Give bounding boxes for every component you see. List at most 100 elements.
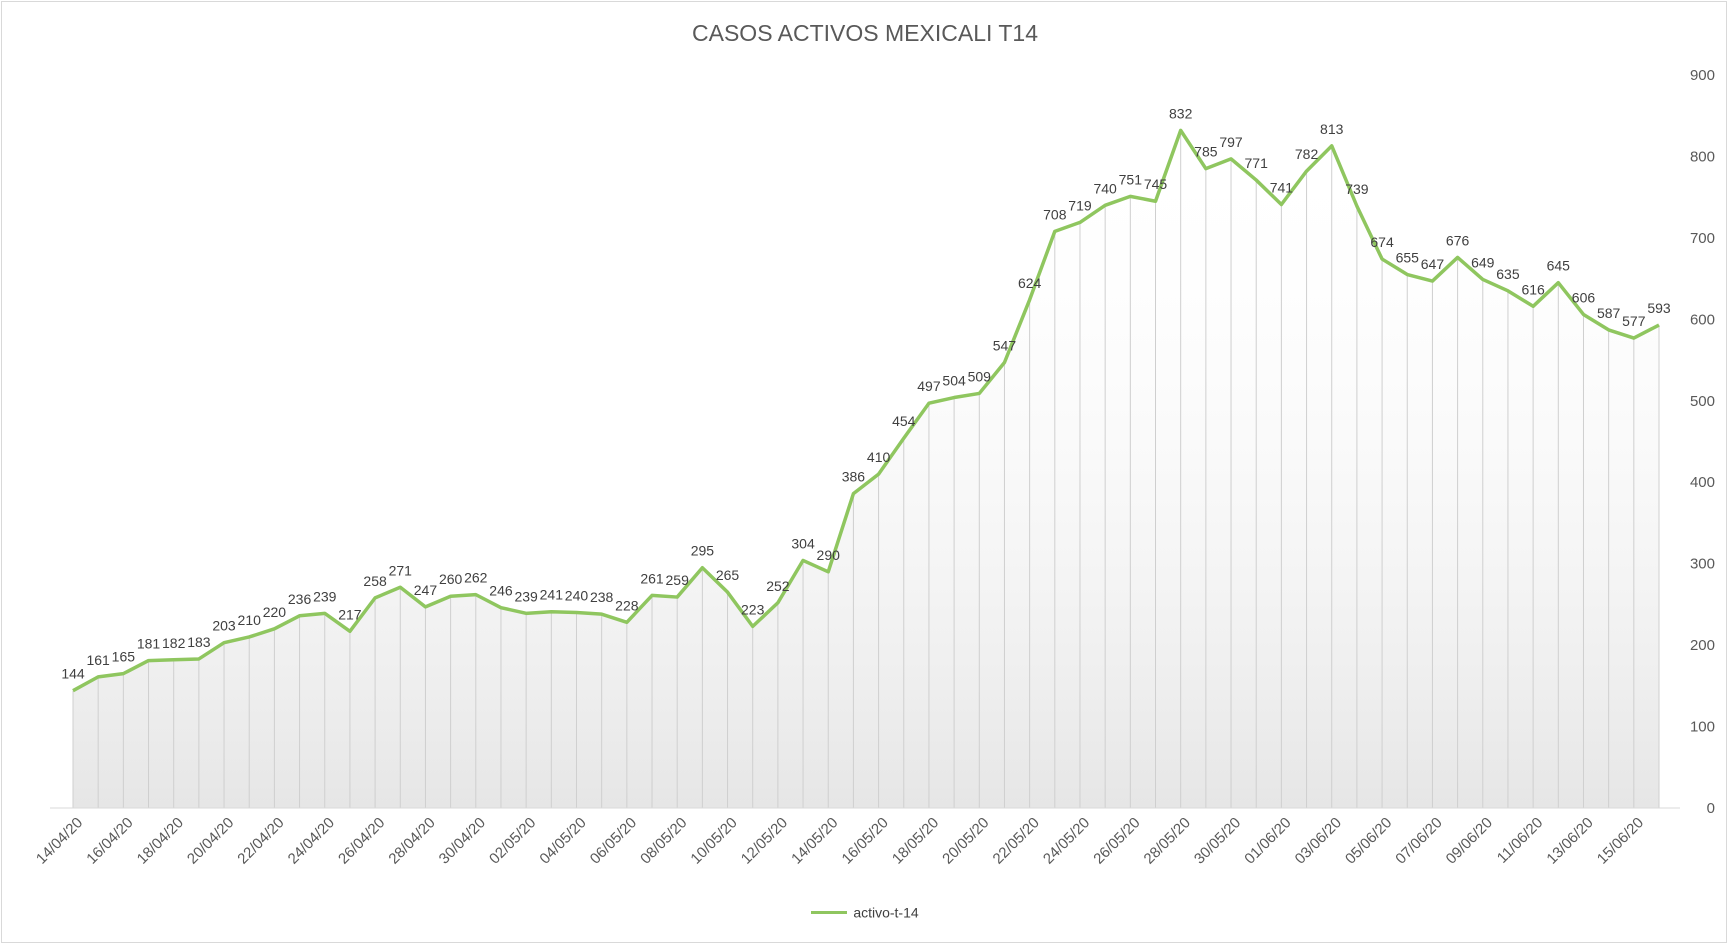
data-label: 739: [1345, 181, 1369, 197]
data-label: 635: [1496, 266, 1520, 282]
data-label: 832: [1169, 105, 1193, 121]
data-label: 616: [1521, 281, 1545, 297]
x-tick-label: 24/04/20: [285, 814, 338, 867]
y-tick-label: 900: [1690, 67, 1715, 84]
x-tick-label: 05/06/20: [1342, 814, 1395, 867]
chart-title: CASOS ACTIVOS MEXICALI T14: [692, 20, 1038, 46]
data-label: 236: [288, 591, 312, 607]
data-label: 647: [1421, 256, 1445, 272]
data-label: 238: [590, 589, 614, 605]
x-tick-label: 09/06/20: [1443, 814, 1496, 867]
x-tick-label: 20/04/20: [184, 814, 237, 867]
x-tick-label: 12/05/20: [738, 814, 791, 867]
data-label: 645: [1547, 258, 1571, 274]
y-tick-label: 700: [1690, 230, 1715, 247]
data-label: 241: [540, 587, 564, 603]
x-tick-label: 06/05/20: [587, 814, 640, 867]
data-label: 262: [464, 570, 488, 586]
data-label: 741: [1270, 180, 1294, 196]
data-label: 181: [137, 636, 161, 652]
data-label: 290: [817, 547, 841, 563]
series-line-activo-t-14: [72, 128, 1660, 693]
data-label: 239: [514, 588, 538, 604]
data-label: 165: [112, 649, 136, 665]
x-tick-label: 20/05/20: [939, 814, 992, 867]
x-tick-label: 22/04/20: [234, 814, 287, 867]
data-label: 547: [993, 338, 1017, 354]
data-label: 183: [187, 634, 211, 650]
x-tick-label: 28/05/20: [1141, 814, 1194, 867]
x-tick-label: 18/05/20: [889, 814, 942, 867]
y-tick-label: 800: [1690, 148, 1715, 165]
data-label: 676: [1446, 232, 1470, 248]
data-label: 261: [640, 570, 664, 586]
x-tick-label: 04/05/20: [536, 814, 589, 867]
data-label: 454: [892, 413, 916, 429]
data-label: 771: [1245, 155, 1269, 171]
data-label: 587: [1597, 305, 1621, 321]
data-label: 785: [1194, 144, 1218, 160]
data-label: 813: [1320, 121, 1344, 137]
data-label: 265: [716, 567, 740, 583]
data-label: 271: [389, 562, 413, 578]
x-tick-label: 01/06/20: [1241, 814, 1294, 867]
data-label: 593: [1647, 300, 1671, 316]
data-label: 258: [363, 573, 387, 589]
data-label: 708: [1043, 206, 1067, 222]
y-tick-label: 200: [1690, 637, 1715, 654]
y-tick-label: 500: [1690, 393, 1715, 410]
area-fill: [73, 130, 1659, 808]
data-label: 217: [338, 606, 362, 622]
data-label: 624: [1018, 275, 1042, 291]
x-tick-label: 02/05/20: [486, 814, 539, 867]
data-label: 246: [489, 583, 513, 599]
x-tick-label: 08/05/20: [637, 814, 690, 867]
y-tick-label: 0: [1707, 800, 1715, 817]
x-tick-label: 14/05/20: [788, 814, 841, 867]
data-label: 751: [1119, 171, 1143, 187]
x-tick-label: 07/06/20: [1392, 814, 1445, 867]
data-label: 577: [1622, 313, 1646, 329]
legend-label: activo-t-14: [853, 904, 919, 921]
data-label: 509: [968, 368, 992, 384]
data-label: 304: [791, 535, 815, 551]
x-tick-label: 13/06/20: [1543, 814, 1596, 867]
data-label: 210: [238, 612, 262, 628]
x-tick-label: 16/05/20: [839, 814, 892, 867]
x-tick-label: 26/05/20: [1090, 814, 1143, 867]
data-label: 223: [741, 601, 765, 617]
x-tick-label: 10/05/20: [687, 814, 740, 867]
data-label: 203: [212, 618, 236, 634]
data-label: 144: [61, 666, 85, 682]
y-tick-label: 300: [1690, 556, 1715, 573]
data-label: 740: [1093, 180, 1117, 196]
legend-swatch: [811, 910, 848, 914]
data-label: 745: [1144, 176, 1168, 192]
data-label: 161: [86, 652, 110, 668]
x-tick-label: 26/04/20: [335, 814, 388, 867]
x-tick-label: 30/04/20: [436, 814, 489, 867]
data-label: 649: [1471, 254, 1495, 270]
data-label: 182: [162, 635, 186, 651]
data-label: 252: [766, 578, 790, 594]
data-label: 674: [1370, 234, 1394, 250]
x-tick-label: 15/06/20: [1594, 814, 1647, 867]
x-tick-label: 28/04/20: [385, 814, 438, 867]
y-tick-label: 400: [1690, 474, 1715, 491]
x-tick-label: 14/04/20: [33, 814, 86, 867]
data-label: 497: [917, 378, 941, 394]
data-label: 606: [1572, 289, 1596, 305]
data-label: 260: [439, 571, 463, 587]
data-label: 504: [942, 373, 966, 389]
data-label: 228: [615, 597, 639, 613]
x-tick-label: 11/06/20: [1494, 814, 1547, 867]
data-label: 410: [867, 449, 891, 465]
x-tick-label: 16/04/20: [83, 814, 136, 867]
data-label: 247: [414, 582, 438, 598]
data-label: 259: [666, 572, 690, 588]
data-label: 719: [1068, 197, 1092, 213]
data-label: 797: [1219, 134, 1243, 150]
data-label: 240: [565, 588, 589, 604]
x-tick-label: 24/05/20: [1040, 814, 1093, 867]
